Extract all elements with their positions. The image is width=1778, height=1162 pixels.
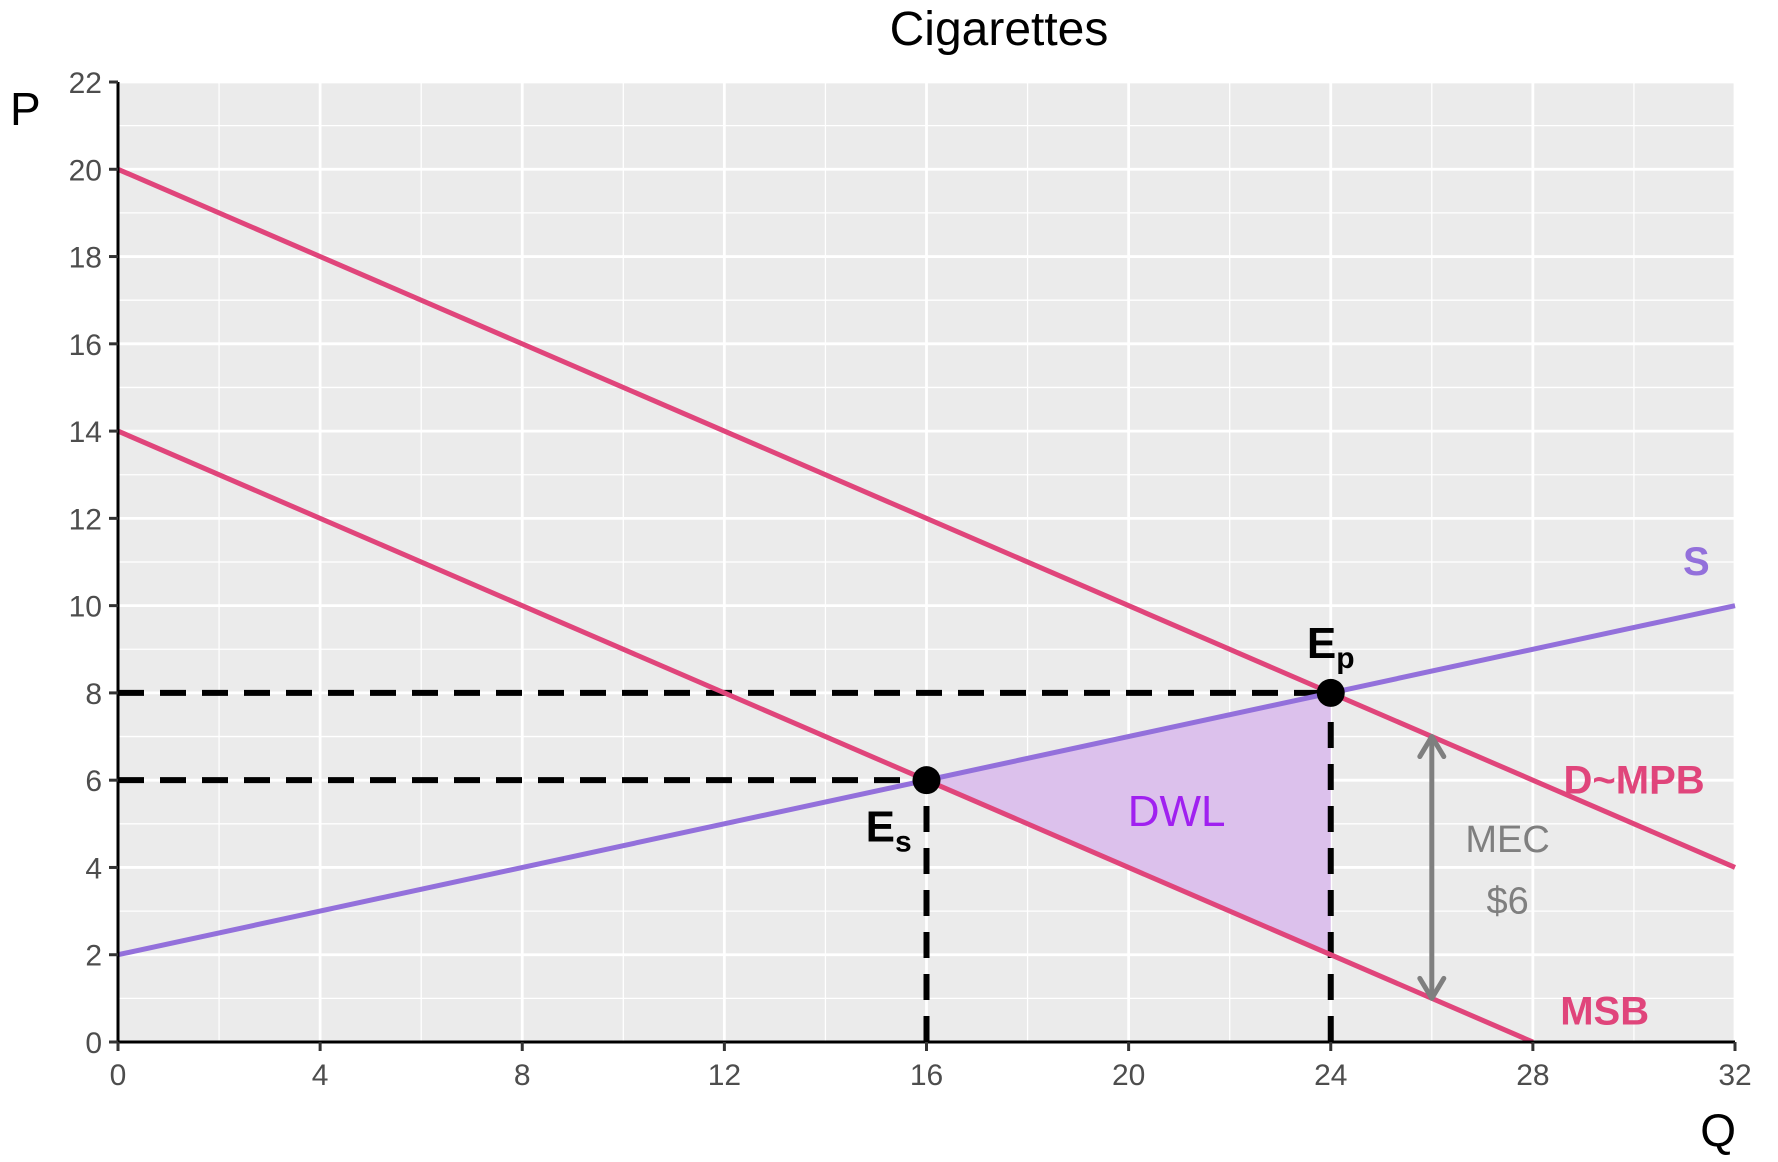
- d-mpb-label: D~MPB: [1564, 758, 1705, 802]
- mec-arrow-head-up: [1417, 734, 1447, 760]
- chart-title: Cigarettes: [890, 3, 1109, 56]
- x-tick-label: 8: [514, 1059, 531, 1092]
- y-tick-label: 16: [69, 329, 102, 362]
- y-tick-label: 8: [85, 678, 102, 711]
- y-tick-label: 10: [69, 591, 102, 624]
- x-tick-label: 32: [1718, 1059, 1751, 1092]
- y-tick-label: 0: [85, 1027, 102, 1060]
- mec-value-label: $6: [1486, 880, 1528, 922]
- y-tick-label: 6: [85, 765, 102, 798]
- mec-arrow-head-down: [1417, 975, 1447, 1001]
- x-tick-label: 0: [110, 1059, 127, 1092]
- dwl-label: DWL: [1128, 787, 1226, 836]
- msb-label: MSB: [1560, 990, 1649, 1034]
- x-tick-label: 4: [312, 1059, 329, 1092]
- x-tick-label: 16: [910, 1059, 943, 1092]
- msb-curve: [117, 428, 1534, 1045]
- y-tick-label: 20: [69, 154, 102, 187]
- y-tick-label: 12: [69, 503, 102, 536]
- y-tick-label: 2: [85, 940, 102, 973]
- y-tick-label: 4: [85, 852, 102, 885]
- y-tick-label: 18: [69, 242, 102, 275]
- equilibrium-point-p: [1316, 678, 1345, 707]
- y-tick-label: 22: [69, 67, 102, 100]
- s-label: S: [1683, 540, 1710, 584]
- y-axis-title: P: [10, 83, 41, 135]
- x-tick-label: 12: [708, 1059, 741, 1092]
- x-tick-label: 20: [1112, 1059, 1145, 1092]
- equilibrium-label-p: Ep: [1307, 619, 1355, 675]
- x-tick-label: 28: [1516, 1059, 1549, 1092]
- mec-label: MEC: [1465, 819, 1549, 861]
- x-tick-label: 24: [1314, 1059, 1347, 1092]
- equilibrium-label-s: Es: [866, 802, 912, 858]
- equilibrium-point-s: [912, 766, 941, 795]
- d-mpb-curve: [117, 166, 1736, 870]
- x-axis-title: Q: [1700, 1104, 1736, 1156]
- y-tick-label: 14: [69, 416, 102, 449]
